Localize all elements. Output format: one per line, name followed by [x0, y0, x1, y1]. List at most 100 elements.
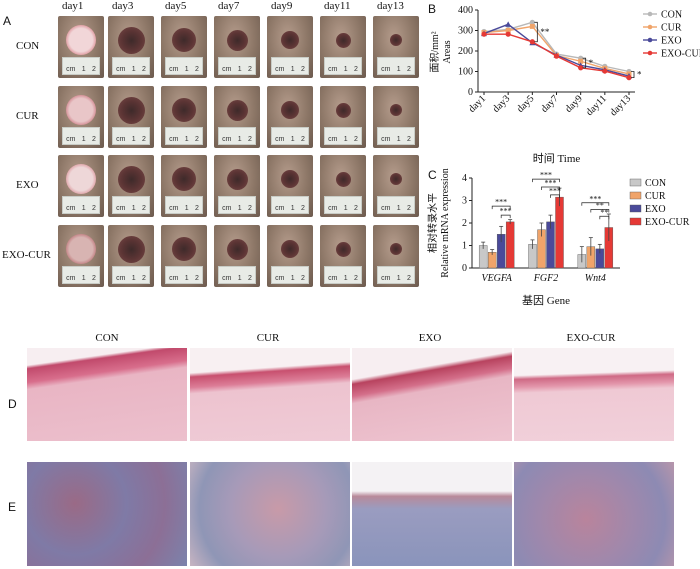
ruler-mark: 2 — [141, 136, 146, 143]
significance-mark: ** — [596, 201, 604, 210]
ruler-mark: 1 — [184, 136, 189, 143]
data-point — [553, 53, 560, 59]
day-label-day5: day5 — [165, 0, 187, 12]
ruler-mark: cm — [275, 205, 285, 212]
bar-exo-cur-fgf2 — [555, 196, 564, 269]
ruler-mark: 1 — [131, 66, 136, 73]
legend-label-cur: CUR — [645, 191, 666, 202]
wound-spot — [172, 28, 196, 52]
ruler-mark: 2 — [247, 275, 252, 282]
ruler: cm 1 2 — [324, 127, 362, 145]
ruler: cm 1 2 — [218, 266, 256, 284]
significance-mark: * — [589, 58, 594, 68]
ruler: cm 1 2 — [271, 57, 309, 75]
ruler: cm 1 2 — [218, 196, 256, 214]
ruler-mark: cm — [66, 66, 76, 73]
wound-photo-con-day3: cm 1 2 — [108, 16, 154, 78]
legend-label-exo-cur: EXO-CUR — [661, 49, 700, 60]
ruler-mark: 1 — [396, 205, 401, 212]
wound-spot — [117, 96, 145, 124]
legend-swatch — [629, 178, 642, 187]
legend-swatch — [629, 204, 642, 213]
y-tick-label: 400 — [458, 5, 473, 16]
wound-spot — [117, 165, 145, 193]
significance-mark: *** — [549, 186, 561, 195]
ruler: cm 1 2 — [377, 266, 415, 284]
day-label-day1: day1 — [62, 0, 84, 12]
wound-photo-exo-cur-day9: cm 1 2 — [267, 225, 313, 287]
ruler-mark: cm — [116, 66, 126, 73]
ruler: cm 1 2 — [377, 57, 415, 75]
ruler-mark: 1 — [237, 205, 242, 212]
ruler-mark: 1 — [184, 66, 189, 73]
legend-label-cur: CUR — [661, 23, 682, 34]
wound-photo-exo-day1: cm 1 2 — [58, 155, 104, 217]
he-stain-cur — [190, 348, 350, 441]
he-stain-exo-cur — [514, 348, 674, 441]
legend-swatch — [629, 217, 642, 226]
significance-bracket — [500, 214, 511, 219]
ruler-mark: cm — [381, 205, 391, 212]
y-axis-label-en: Relative mRNA expression — [440, 168, 451, 277]
ruler-mark: 2 — [194, 136, 199, 143]
ruler-mark: 2 — [91, 136, 96, 143]
significance-bracket — [582, 57, 587, 69]
data-point — [505, 31, 511, 37]
data-point — [626, 75, 632, 81]
ruler-mark: 1 — [81, 66, 86, 73]
significance-bracket — [590, 209, 610, 213]
ruler: cm 1 2 — [271, 127, 309, 145]
wound-spot — [172, 98, 196, 122]
ruler-mark: 2 — [247, 136, 252, 143]
wound-photo-exo-day13: cm 1 2 — [373, 155, 419, 217]
ruler-mark: 2 — [91, 275, 96, 282]
ruler-mark: 2 — [300, 66, 305, 73]
data-point — [578, 58, 584, 64]
ruler-mark: 1 — [343, 136, 348, 143]
data-point — [505, 28, 511, 33]
ruler-mark: cm — [275, 66, 285, 73]
x-axis-label: 基因 Gene — [522, 294, 570, 307]
group-label-exo-cur: EXO-CUR — [2, 249, 51, 261]
wound-photo-exo-cur-day1: cm 1 2 — [58, 225, 104, 287]
ruler-mark: cm — [381, 66, 391, 73]
ruler-mark: 2 — [247, 205, 252, 212]
significance-bracket — [541, 186, 560, 190]
wound-photo-exo-day9: cm 1 2 — [267, 155, 313, 217]
he-stain-con — [27, 348, 187, 441]
significance-bracket — [631, 71, 635, 79]
wound-spot — [390, 173, 402, 185]
ruler: cm 1 2 — [62, 57, 100, 75]
ruler: cm 1 2 — [62, 196, 100, 214]
wound-spot — [335, 32, 351, 48]
ruler-mark: 1 — [396, 275, 401, 282]
significance-mark: *** — [589, 194, 601, 203]
ruler-mark: 2 — [300, 275, 305, 282]
legend-label-con: CON — [661, 10, 682, 21]
ruler-mark: cm — [275, 275, 285, 282]
significance-mark: *** — [500, 207, 512, 216]
x-tick-label: day13 — [608, 93, 633, 118]
ruler-mark: cm — [381, 136, 391, 143]
ruler-mark: 2 — [194, 205, 199, 212]
y-axis-label-cn: 相对转录水平 — [426, 193, 439, 253]
wound-spot — [226, 99, 248, 121]
data-point — [602, 68, 608, 74]
x-tick-label: day3 — [491, 93, 513, 115]
wound-photo-exo-day5: cm 1 2 — [161, 155, 207, 217]
wound-photo-exo-cur-day5: cm 1 2 — [161, 225, 207, 287]
ruler-mark: 1 — [131, 205, 136, 212]
panel-c-letter: C — [428, 168, 437, 182]
wound-spot — [335, 102, 351, 118]
x-tick-label: day11 — [584, 93, 609, 118]
ruler: cm 1 2 — [271, 266, 309, 284]
masson-stain-con — [27, 462, 187, 566]
ruler: cm 1 2 — [218, 127, 256, 145]
group-label-cur: CUR — [16, 110, 39, 122]
ruler-mark: 2 — [141, 275, 146, 282]
data-point — [578, 65, 584, 71]
ruler-mark: 1 — [81, 275, 86, 282]
wound-photo-exo-day3: cm 1 2 — [108, 155, 154, 217]
ruler: cm 1 2 — [271, 196, 309, 214]
ruler-mark: 1 — [290, 136, 295, 143]
